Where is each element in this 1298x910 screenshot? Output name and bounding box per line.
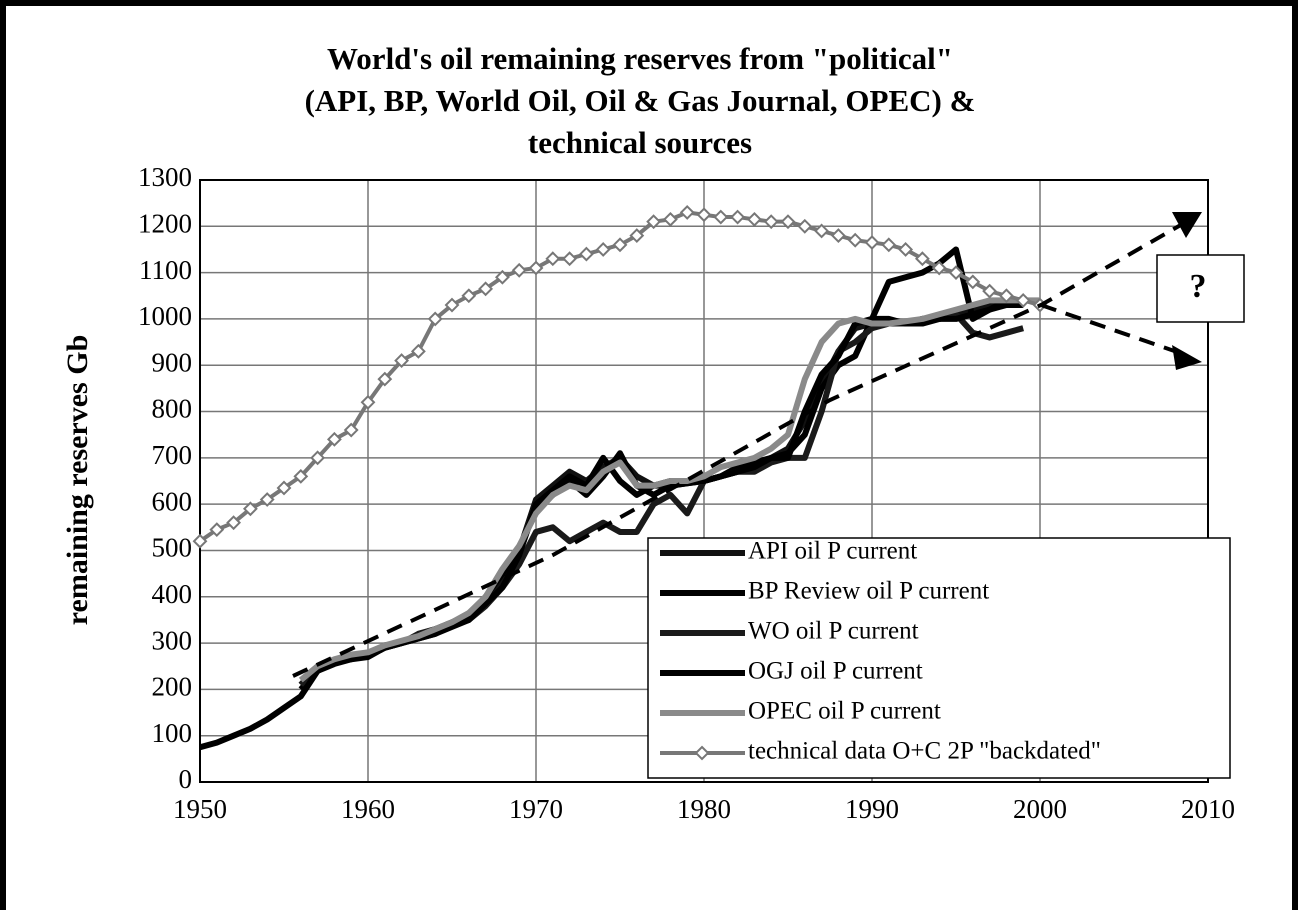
- annotation: ?: [1190, 268, 1207, 305]
- point: [326, 431, 342, 447]
- point: [562, 251, 578, 267]
- y-tick-label: 0: [179, 764, 193, 794]
- point: [410, 343, 426, 359]
- point: [881, 237, 897, 253]
- title-line: World's oil remaining reserves from "pol…: [327, 41, 953, 76]
- point: [814, 223, 830, 239]
- x-tick-label: 1960: [341, 794, 395, 824]
- y-tick-label: 1200: [138, 209, 192, 239]
- point: [679, 205, 695, 220]
- point: [830, 228, 846, 243]
- point: [377, 371, 393, 387]
- legend-label: API oil P current: [748, 538, 917, 565]
- x-tick-label: 1980: [677, 794, 731, 824]
- point: [595, 242, 611, 257]
- annotation-box: [1156, 254, 1245, 323]
- point: [914, 251, 930, 267]
- point: [998, 288, 1014, 304]
- y-axis-label: remaining reserves Gb: [61, 335, 94, 626]
- point: [226, 515, 242, 531]
- x-tick-label: 1950: [173, 794, 227, 824]
- title-line: technical sources: [528, 125, 752, 160]
- y-tick-label: 900: [152, 347, 193, 377]
- legend-label: OGJ oil P current: [748, 658, 923, 685]
- y-tick-label: 200: [152, 672, 193, 702]
- point: [528, 260, 544, 276]
- point: [545, 251, 561, 267]
- point: [662, 211, 678, 227]
- point: [931, 260, 947, 276]
- point: [646, 214, 662, 230]
- point: [696, 207, 712, 223]
- legend-label: WO oil P current: [748, 618, 919, 645]
- title-line: (API, BP, World Oil, Oil & Gas Journal, …: [305, 83, 976, 118]
- point: [746, 211, 762, 227]
- point: [612, 237, 628, 253]
- point: [982, 283, 998, 299]
- x-tick-label: 2000: [1013, 794, 1067, 824]
- point: [864, 235, 880, 250]
- y-tick-label: 700: [152, 440, 193, 470]
- x-tick-label: 1990: [845, 794, 899, 824]
- y-tick-label: 1100: [139, 255, 192, 285]
- y-tick-label: 800: [152, 394, 193, 424]
- point: [1015, 292, 1031, 308]
- point: [478, 281, 494, 297]
- legend-label: OPEC oil P current: [748, 698, 941, 725]
- point: [898, 242, 914, 257]
- y-tick-label: 500: [152, 533, 193, 563]
- plot-border: [199, 179, 1209, 783]
- point: [847, 232, 863, 248]
- legend-marker: [694, 745, 710, 761]
- legend-label: BP Review oil P current: [748, 578, 989, 605]
- series-line: [298, 297, 1040, 683]
- point: [242, 501, 258, 517]
- point: [494, 269, 510, 285]
- point: [461, 288, 477, 304]
- chart-title: World's oil remaining reserves from "pol…: [305, 41, 976, 160]
- point: [578, 246, 594, 262]
- point: [209, 522, 225, 538]
- y-tick-label: 100: [152, 718, 193, 748]
- point: [192, 533, 208, 549]
- y-tick-label: 600: [152, 486, 193, 516]
- legend-label: technical data O+C 2P "backdated": [748, 738, 1101, 765]
- legend: API oil P current BP Review oil P current…: [647, 537, 1231, 779]
- arrow-head: [1172, 212, 1202, 370]
- point: [797, 218, 813, 234]
- y-tick-label: 300: [152, 625, 193, 655]
- point: [730, 209, 746, 225]
- x-tick-label: 2010: [1181, 794, 1235, 824]
- point: [360, 394, 376, 410]
- point: [343, 422, 359, 438]
- point: [276, 480, 292, 496]
- point: [629, 228, 645, 243]
- x-tick-label: 1970: [509, 794, 563, 824]
- point: [310, 450, 326, 466]
- legend-box: [647, 537, 1231, 779]
- y-tick-label: 1300: [138, 162, 192, 192]
- point: [427, 311, 443, 327]
- point: [965, 274, 981, 290]
- point: [511, 262, 527, 278]
- point: [713, 209, 729, 225]
- point: [780, 214, 796, 230]
- y-tick-label: 1000: [138, 301, 192, 331]
- point: [259, 492, 275, 507]
- trend-arrow: [292, 220, 1187, 678]
- point: [948, 265, 964, 281]
- series-line: [198, 210, 1041, 543]
- point: [394, 353, 410, 369]
- y-tick-label: 400: [152, 579, 193, 609]
- point: [763, 214, 779, 230]
- point: [444, 297, 460, 313]
- point: [293, 468, 309, 484]
